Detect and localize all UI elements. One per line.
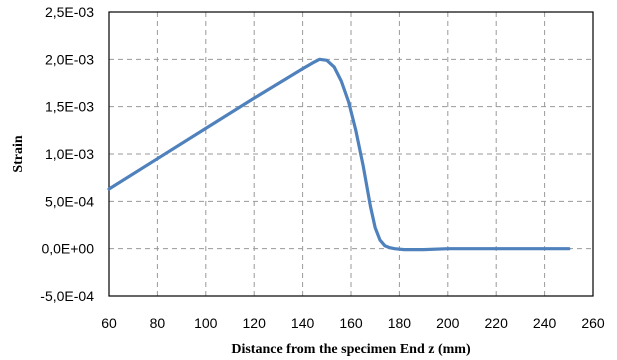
series-layer	[107, 57, 571, 252]
grid	[109, 12, 593, 296]
x-tick-label: 220	[485, 315, 509, 331]
plot-area-frame	[108, 11, 594, 297]
x-tick-label: 240	[533, 315, 557, 331]
x-tick-label: 160	[339, 315, 363, 331]
x-axis-title: Distance from the specimen End z (mm)	[231, 342, 471, 357]
x-axis-tick-labels: 60 80 100 120 140 160 180 200 220 240 260	[101, 315, 605, 331]
y-axis-title: Strain	[11, 135, 26, 173]
y-tick-label: 5,0E-04	[45, 193, 94, 209]
y-axis-tick-labels: -5,0E-04 0,0E+00 5,0E-04 1,0E-03 1,5E-03 2,0E…	[40, 4, 94, 304]
x-tick-label: 140	[291, 315, 315, 331]
x-tick-label: 100	[194, 315, 218, 331]
y-tick-label: 2,0E-03	[45, 51, 94, 67]
x-tick-label: 260	[581, 315, 605, 331]
y-tick-label: 1,5E-03	[45, 99, 94, 115]
y-tick-label: 0,0E+00	[41, 241, 94, 257]
y-tick-label: 2,5E-03	[45, 4, 94, 20]
x-tick-label: 120	[243, 315, 267, 331]
x-tick-label: 80	[150, 315, 166, 331]
x-tick-label: 60	[101, 315, 117, 331]
strain-series-line	[107, 57, 571, 252]
y-tick-label: -5,0E-04	[40, 288, 94, 304]
y-tick-label: 1,0E-03	[45, 146, 94, 162]
x-tick-label: 200	[436, 315, 460, 331]
x-tick-label: 180	[388, 315, 412, 331]
